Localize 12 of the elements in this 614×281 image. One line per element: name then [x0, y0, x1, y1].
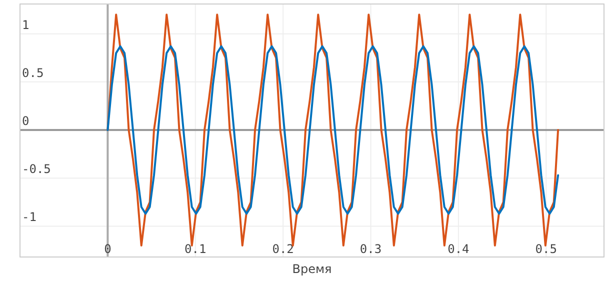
x-axis-title: Время: [292, 262, 332, 276]
x-tick-label: 0: [104, 242, 112, 256]
y-tick-label: -1: [22, 210, 36, 224]
x-tick-label: 0.1: [184, 242, 206, 256]
y-tick-label: 0.5: [22, 66, 44, 80]
x-tick-label: 0.2: [272, 242, 294, 256]
y-tick-label: 0: [22, 114, 30, 128]
x-tick-label: 0.5: [535, 242, 557, 256]
y-tick-label: -0.5: [22, 162, 51, 176]
x-tick-label: 0.3: [360, 242, 382, 256]
x-tick-label: 0.4: [448, 242, 470, 256]
y-tick-label: 1: [22, 18, 30, 32]
